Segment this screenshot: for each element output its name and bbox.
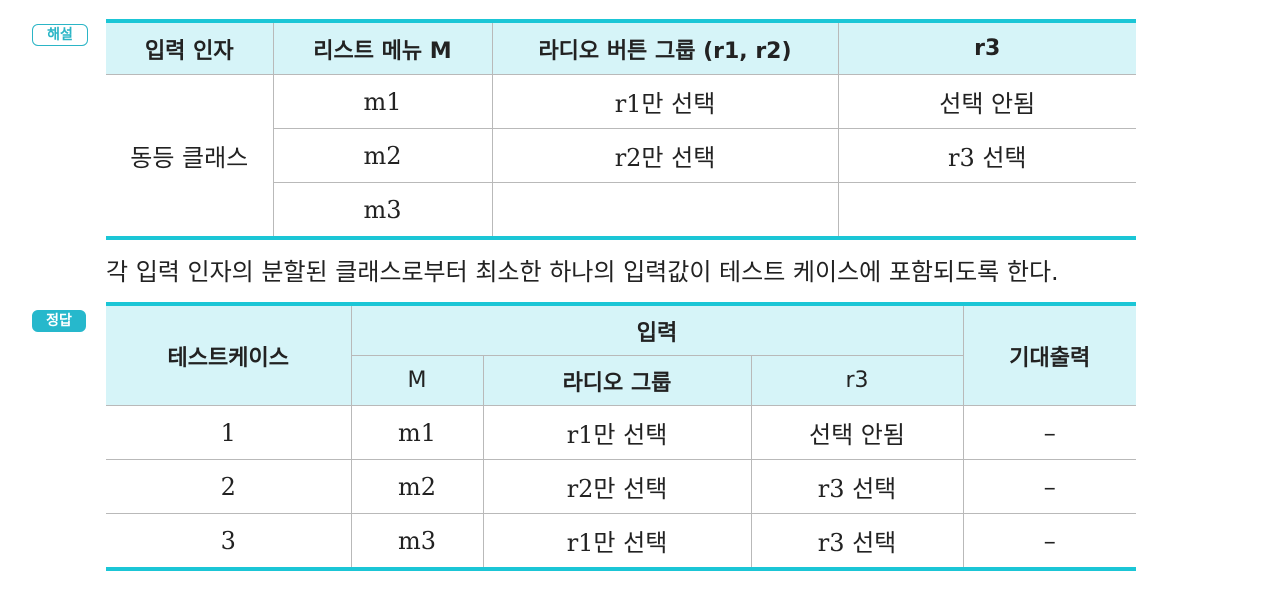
table-header-row: 테스트케이스 입력 기대출력 bbox=[106, 303, 1136, 406]
table-row: m2 r2만 선택 r3 선택 bbox=[106, 128, 1136, 183]
table-cell: m1 bbox=[272, 74, 493, 129]
table-row: 1 m1 r1만 선택 선택 안됨 – bbox=[106, 405, 1136, 460]
header-testcase: 테스트케이스 bbox=[106, 303, 352, 406]
table-cell: r1만 선택 bbox=[482, 405, 752, 460]
table-row: 3 m3 r1만 선택 r3 선택 – bbox=[106, 513, 1136, 570]
header-input-arg: 입력 인자 bbox=[106, 20, 274, 75]
table-cell: r3 선택 bbox=[750, 459, 964, 514]
table-cell bbox=[837, 182, 1136, 239]
table-cell: 선택 안됨 bbox=[750, 405, 964, 460]
table-cell: m2 bbox=[350, 459, 484, 514]
header-list-menu: 리스트 메뉴 M bbox=[272, 20, 493, 75]
table-cell: 3 bbox=[106, 513, 352, 570]
table-row: m3 bbox=[106, 182, 1136, 239]
explanation-badge: 해설 bbox=[32, 24, 88, 46]
header-m: M bbox=[351, 355, 484, 406]
header-r3: r3 bbox=[837, 20, 1136, 75]
answer-badge: 정답 bbox=[32, 310, 86, 332]
table-cell: r1만 선택 bbox=[491, 74, 839, 129]
header-input: 입력 bbox=[350, 303, 964, 356]
header-radio-group: 라디오 그룹 bbox=[482, 355, 752, 406]
table-cell: 2 bbox=[106, 459, 352, 514]
table-cell: m2 bbox=[273, 128, 493, 183]
table-cell bbox=[491, 182, 839, 239]
table-cell: r3 선택 bbox=[750, 513, 964, 570]
explanation-note: 각 입력 인자의 분할된 클래스로부터 최소한 하나의 입력값이 테스트 케이스… bbox=[106, 258, 1059, 286]
table-row: 동등 클래스 m1 r1만 선택 선택 안됨 bbox=[106, 74, 1136, 239]
table-cell: m3 bbox=[350, 513, 484, 570]
header-r3: r3 bbox=[750, 355, 963, 406]
header-radio-group: 라디오 버튼 그룹 (r1, r2) bbox=[491, 20, 839, 75]
table-header-row: 입력 인자 리스트 메뉴 M 라디오 버튼 그룹 (r1, r2) r3 bbox=[106, 20, 1136, 75]
table-cell: 1 bbox=[106, 405, 352, 460]
table-subheader-row: M 라디오 그룹 r3 bbox=[106, 355, 1136, 406]
table-cell: r2만 선택 bbox=[482, 459, 752, 514]
table-cell: – bbox=[962, 459, 1136, 514]
equivalence-class-table: 입력 인자 리스트 메뉴 M 라디오 버튼 그룹 (r1, r2) r3 동등 … bbox=[106, 19, 1136, 240]
table-cell: r1만 선택 bbox=[482, 513, 752, 570]
table-cell: – bbox=[962, 513, 1136, 570]
table-cell: – bbox=[962, 405, 1136, 460]
header-expected-output: 기대출력 bbox=[962, 303, 1136, 406]
table-cell: r3 선택 bbox=[837, 128, 1136, 183]
table-row: 2 m2 r2만 선택 r3 선택 – bbox=[106, 459, 1136, 514]
table-cell: m3 bbox=[273, 182, 493, 239]
table-cell: m1 bbox=[350, 405, 484, 460]
table-cell: 선택 안됨 bbox=[837, 74, 1136, 129]
table-cell: r2만 선택 bbox=[491, 128, 839, 183]
group-label-cell: 동등 클래스 bbox=[106, 74, 274, 239]
test-case-table: 테스트케이스 입력 기대출력 M 라디오 그룹 r3 1 m1 r1만 선택 선… bbox=[106, 302, 1136, 571]
